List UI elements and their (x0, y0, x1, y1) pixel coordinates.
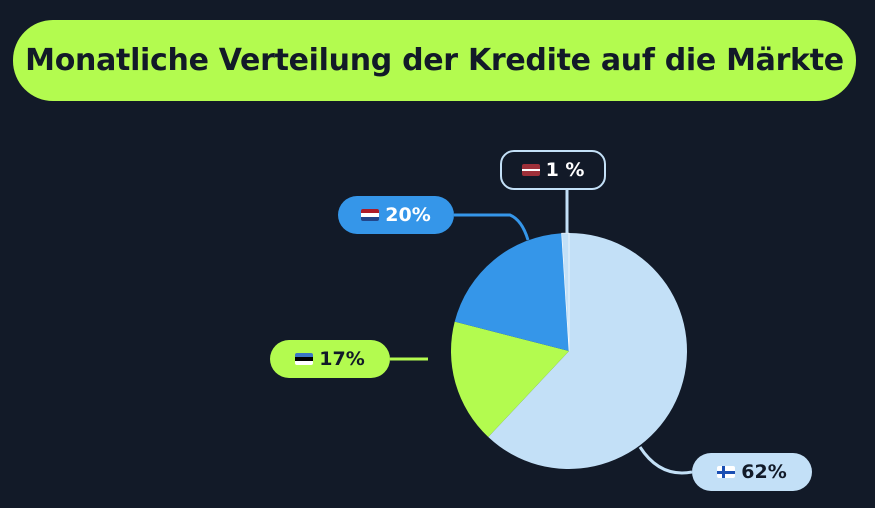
label-estonia-value: 17% (319, 348, 365, 370)
pie-slice-netherlands (454, 233, 569, 351)
finland-flag-icon (717, 466, 736, 478)
pie-slice-latvia (561, 232, 570, 352)
leader-lines (390, 190, 693, 475)
leader-line-netherlands (454, 213, 530, 241)
pie-slice-finland (488, 233, 687, 469)
estonia-flag-icon (295, 353, 314, 365)
label-estonia: 17% (270, 340, 390, 378)
label-latvia-value: 1 % (545, 159, 585, 181)
chart-title: Monatliche Verteilung der Kredite auf di… (13, 20, 856, 101)
netherlands-flag-icon (361, 209, 380, 221)
label-finland-value: 62% (741, 461, 787, 483)
pie-slices (450, 232, 687, 469)
pie-slice-estonia (450, 321, 569, 438)
label-finland: 62% (692, 453, 812, 491)
latvia-flag-icon (521, 164, 540, 176)
leader-line-finland (638, 446, 693, 475)
label-netherlands: 20% (338, 196, 454, 234)
label-netherlands-value: 20% (385, 204, 431, 226)
label-latvia: 1 % (500, 150, 606, 190)
